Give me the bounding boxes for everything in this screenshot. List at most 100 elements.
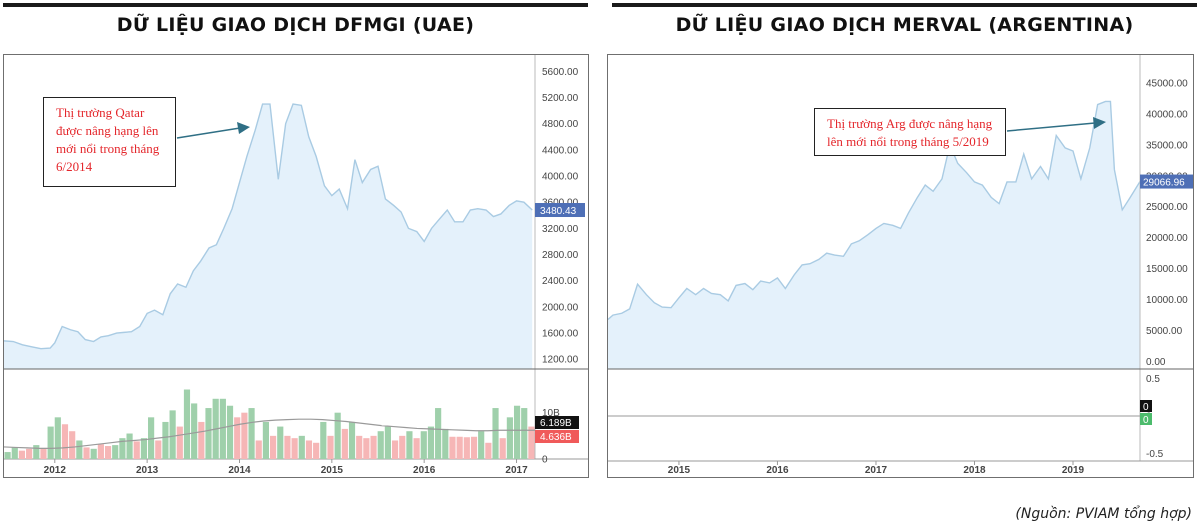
volume-bar xyxy=(470,436,478,459)
volume-ma-tag xyxy=(535,416,579,429)
volume-last-tag xyxy=(535,430,579,443)
volume-bar xyxy=(363,438,370,459)
annotation-arrow-shaft xyxy=(176,127,241,139)
volume-bar xyxy=(47,426,54,459)
volume-bar xyxy=(435,408,442,459)
volume-bar xyxy=(305,440,313,459)
price-tick-label: 1600.00 xyxy=(542,329,579,340)
price-tick-label: 2000.00 xyxy=(542,302,579,313)
last-price-tag xyxy=(535,203,585,218)
volume-bar xyxy=(499,438,506,459)
volume-bar xyxy=(291,438,298,459)
volume-bar xyxy=(356,435,363,459)
volume-bar xyxy=(391,440,399,459)
price-tick-label: 40000.00 xyxy=(1146,109,1188,120)
x-tick-label: 2016 xyxy=(413,465,436,476)
volume-bar xyxy=(104,446,112,459)
price-tick-label: 45000.00 xyxy=(1146,78,1188,89)
volume-bar xyxy=(83,447,90,459)
price-tick-label: 3200.00 xyxy=(542,224,579,235)
left-chart-annotation: Thị trường Qatar được nâng hạng lên mới … xyxy=(43,97,176,187)
volume-bar xyxy=(119,438,126,459)
volume-bar xyxy=(485,442,492,459)
volume-bar xyxy=(69,431,76,459)
volume-bar xyxy=(528,426,535,459)
indicator-tag-green xyxy=(1140,413,1152,425)
volume-bar xyxy=(169,410,176,459)
right-chart: 45000.0040000.0035000.0030000.0025000.00… xyxy=(607,54,1194,478)
price-tick-label: 1200.00 xyxy=(542,355,579,366)
volume-bar xyxy=(284,435,291,459)
volume-bar xyxy=(26,448,33,459)
annotation-arrow-head xyxy=(1093,117,1106,129)
volume-bar xyxy=(262,421,269,459)
volume-bar xyxy=(226,405,234,459)
volume-bar xyxy=(348,421,356,459)
volume-bar xyxy=(198,421,205,459)
price-tick-label: 2400.00 xyxy=(542,276,579,287)
last-price-label: 3480.43 xyxy=(540,206,577,217)
volume-bar xyxy=(76,440,83,459)
volume-bar xyxy=(191,403,198,459)
price-area xyxy=(4,104,533,369)
price-area xyxy=(608,101,1140,369)
x-tick-label: 2017 xyxy=(865,465,888,476)
volume-bar xyxy=(420,431,427,459)
volume-bar xyxy=(370,435,377,459)
x-tick-label: 2018 xyxy=(963,465,986,476)
volume-bar xyxy=(442,428,449,459)
price-line xyxy=(608,100,1141,320)
volume-bar xyxy=(255,440,262,459)
price-tick-label: 10000.00 xyxy=(1146,295,1188,306)
volume-bar xyxy=(463,437,470,459)
volume-bar xyxy=(205,408,212,459)
left-panel-top-rule xyxy=(3,3,588,7)
volume-bar xyxy=(18,450,26,459)
volume-bar xyxy=(248,408,255,459)
volume-bar xyxy=(40,447,47,459)
volume-bar xyxy=(11,447,18,459)
annotation-arrow-shaft xyxy=(1006,122,1096,132)
left-chart-svg: 5600.005200.004800.004400.004000.003600.… xyxy=(4,55,588,476)
price-line xyxy=(4,103,533,350)
volume-tick-label: 10B xyxy=(542,408,560,419)
volume-bar xyxy=(61,424,69,459)
volume-bar xyxy=(521,408,528,459)
indicator-label-black: 0 xyxy=(1143,402,1149,413)
volume-bar xyxy=(513,405,521,459)
right-panel-top-rule xyxy=(612,3,1197,7)
x-tick-label: 2019 xyxy=(1062,465,1085,476)
volume-ma-label: 6.189B xyxy=(540,418,572,429)
volume-bar xyxy=(148,417,155,459)
volume-bar xyxy=(413,438,420,459)
volume-bar xyxy=(97,444,104,459)
left-chart: 5600.005200.004800.004400.004000.003600.… xyxy=(3,54,589,478)
volume-bar xyxy=(492,408,499,459)
indicator-tag-black xyxy=(1140,400,1152,412)
volume-bar xyxy=(4,452,11,459)
last-price-tag xyxy=(1140,174,1193,189)
volume-bar xyxy=(162,421,169,459)
left-chart-title: DỮ LIỆU GIAO DỊCH DFMGI (UAE) xyxy=(116,14,475,36)
volume-bar xyxy=(449,436,456,459)
volume-bar xyxy=(399,435,406,459)
right-chart-title: DỮ LIỆU GIAO DỊCH MERVAL (ARGENTINA) xyxy=(675,14,1134,36)
volume-bar xyxy=(90,448,97,459)
price-tick-label: 4000.00 xyxy=(542,172,579,183)
volume-bar xyxy=(54,417,61,459)
x-tick-label: 2017 xyxy=(505,465,528,476)
volume-bar xyxy=(427,426,435,459)
price-tick-label: 20000.00 xyxy=(1146,233,1188,244)
volume-bar xyxy=(270,435,277,459)
x-tick-label: 2013 xyxy=(136,465,159,476)
x-tick-label: 2012 xyxy=(44,465,67,476)
price-tick-label: 25000.00 xyxy=(1146,202,1188,213)
volume-bar xyxy=(155,440,162,459)
volume-bar xyxy=(327,435,334,459)
right-chart-annotation: Thị trường Arg được nâng hạng lên mới nổ… xyxy=(814,108,1006,156)
x-tick-label: 2014 xyxy=(228,465,251,476)
last-price-label: 29066.96 xyxy=(1143,178,1185,189)
price-tick-label: 4800.00 xyxy=(542,119,579,130)
volume-bar xyxy=(277,426,284,459)
price-tick-label: 15000.00 xyxy=(1146,264,1188,275)
